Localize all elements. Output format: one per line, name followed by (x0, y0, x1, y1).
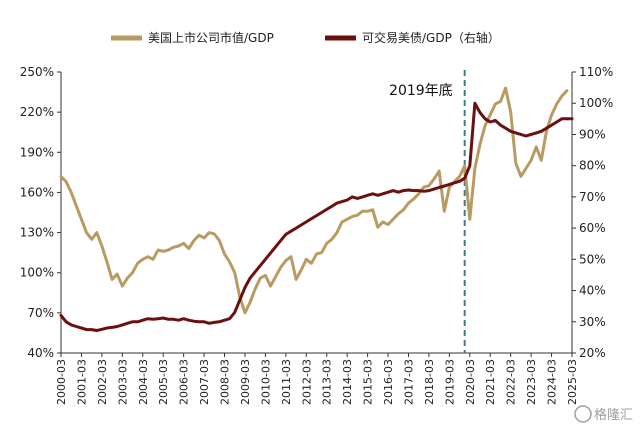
x-tick-label: 2024-03 (546, 359, 559, 405)
left-axis-ticks: 40% 70% 100% 130% 160% 190% 220% 250% (20, 65, 61, 360)
x-tick-label: 2015-03 (362, 359, 375, 405)
right-tick-label: 60% (579, 221, 606, 235)
left-tick-label: 160% (20, 185, 54, 199)
x-tick-label: 2004-03 (137, 359, 150, 405)
x-tick-label: 2014-03 (341, 359, 354, 405)
x-tick-label: 2011-03 (280, 359, 293, 405)
right-tick-label: 90% (579, 127, 606, 141)
left-tick-label: 40% (27, 346, 54, 360)
right-tick-label: 50% (579, 252, 606, 266)
x-tick-label: 2001-03 (75, 359, 88, 405)
right-tick-label: 40% (579, 284, 606, 298)
right-axis-ticks: 20% 30% 40% 50% 60% 70% 80% 90% 100% 110% (572, 65, 613, 360)
x-tick-label: 2017-03 (402, 359, 415, 405)
x-tick-label: 2019-03 (443, 359, 456, 405)
legend-label-treasury: 可交易美债/GDP（右轴） (362, 30, 500, 45)
watermark-logo-icon (574, 405, 592, 423)
right-tick-label: 110% (579, 65, 613, 79)
x-tick-label: 2009-03 (239, 359, 252, 405)
x-tick-label: 2022-03 (505, 359, 518, 405)
right-tick-label: 100% (579, 96, 613, 110)
left-tick-label: 220% (20, 105, 54, 119)
x-tick-label: 2003-03 (116, 359, 129, 405)
x-tick-label: 2005-03 (157, 359, 170, 405)
annotation-label: 2019年底 (389, 83, 453, 99)
x-tick-label: 2018-03 (423, 359, 436, 405)
x-tick-label: 2008-03 (219, 359, 232, 405)
x-tick-label: 2006-03 (178, 359, 191, 405)
x-tick-label: 2016-03 (382, 359, 395, 405)
left-tick-label: 190% (20, 145, 54, 159)
x-tick-label: 2010-03 (259, 359, 272, 405)
watermark: 格隆汇 (574, 405, 633, 423)
x-axis-ticks: 2000-03 2001-03 2002-03 2003-03 2004-03 2005-… (55, 353, 579, 405)
left-tick-label: 130% (20, 226, 54, 240)
x-tick-label: 2013-03 (321, 359, 334, 405)
left-tick-label: 250% (20, 65, 54, 79)
axes (60, 72, 573, 354)
series-line-market-cap (59, 86, 569, 315)
legend-label-market-cap: 美国上市公司市值/GDP (148, 30, 274, 45)
x-tick-label: 2002-03 (96, 359, 109, 405)
watermark-text: 格隆汇 (594, 407, 633, 423)
right-tick-label: 20% (579, 346, 606, 360)
x-tick-label: 2012-03 (300, 359, 313, 405)
legend: 美国上市公司市值/GDP 可交易美债/GDP（右轴） (111, 30, 500, 45)
x-tick-label: 2021-03 (484, 359, 497, 405)
x-tick-label: 2000-03 (55, 359, 68, 405)
right-tick-label: 30% (579, 315, 606, 329)
x-tick-label: 2025-03 (566, 359, 579, 405)
right-tick-label: 80% (579, 159, 606, 173)
left-tick-label: 100% (20, 266, 54, 280)
right-tick-label: 70% (579, 190, 606, 204)
x-tick-label: 2007-03 (198, 359, 211, 405)
x-tick-label: 2020-03 (464, 359, 477, 405)
left-tick-label: 70% (27, 306, 54, 320)
series-line-treasury (59, 101, 574, 332)
x-tick-label: 2023-03 (525, 359, 538, 405)
